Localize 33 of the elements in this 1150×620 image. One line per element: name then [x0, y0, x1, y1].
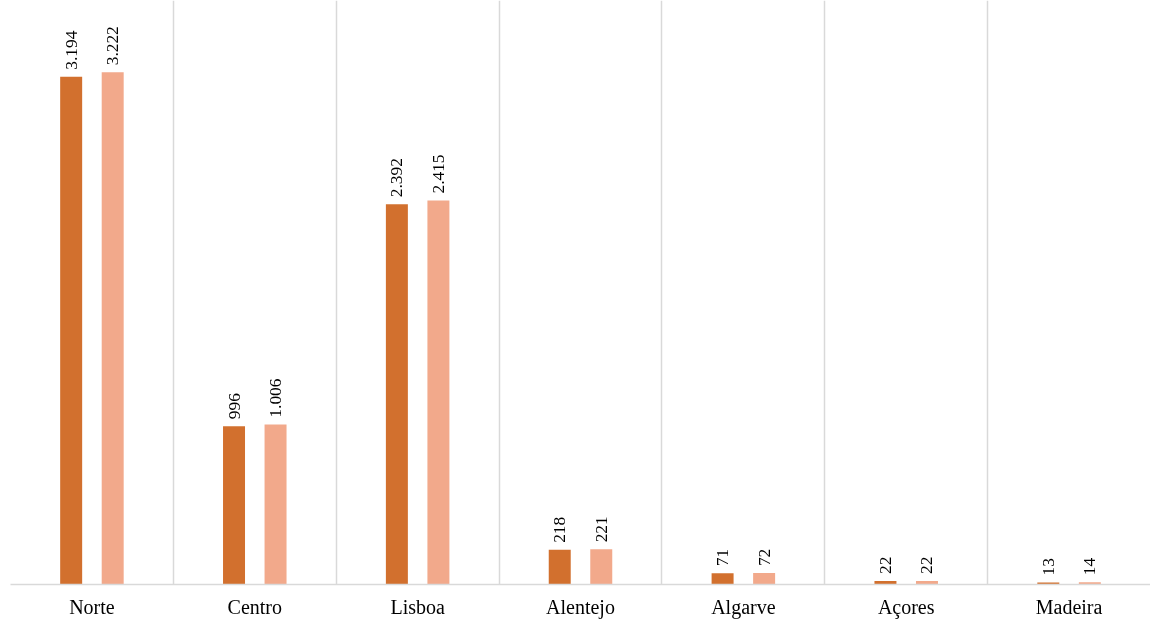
data-label: 218 [550, 516, 570, 543]
bar [1037, 582, 1060, 585]
data-label: 72 [754, 548, 774, 567]
x-tick-label: Centro [227, 595, 283, 618]
bar [60, 76, 83, 585]
bar [427, 200, 450, 585]
data-label: 221 [591, 516, 611, 543]
x-tick-label: Lisboa [390, 595, 445, 618]
bar [223, 426, 246, 585]
data-label: 14 [1080, 557, 1100, 576]
x-tick-label: Norte [69, 595, 115, 618]
data-label: 13 [1038, 558, 1058, 576]
x-tick-label: Algarve [711, 595, 776, 619]
data-label: 3.222 [103, 26, 123, 66]
bar [753, 573, 776, 585]
bar [590, 549, 613, 585]
data-label: 22 [875, 556, 895, 574]
bar [548, 549, 571, 585]
data-label: 1.006 [266, 378, 286, 418]
bar [1078, 582, 1101, 585]
bar [385, 204, 408, 585]
data-label: 2.415 [428, 154, 448, 194]
data-label: 3.194 [61, 30, 81, 70]
x-tick-label: Alentejo [546, 595, 615, 619]
data-label: 2.392 [387, 158, 407, 198]
data-label: 71 [713, 548, 733, 567]
bar [711, 573, 734, 585]
bar [101, 72, 124, 585]
data-label: 22 [917, 556, 937, 574]
x-tick-label: Açores [877, 595, 935, 619]
data-label: 996 [224, 392, 244, 420]
bar [264, 424, 287, 585]
x-tick-label: Madeira [1035, 595, 1103, 618]
